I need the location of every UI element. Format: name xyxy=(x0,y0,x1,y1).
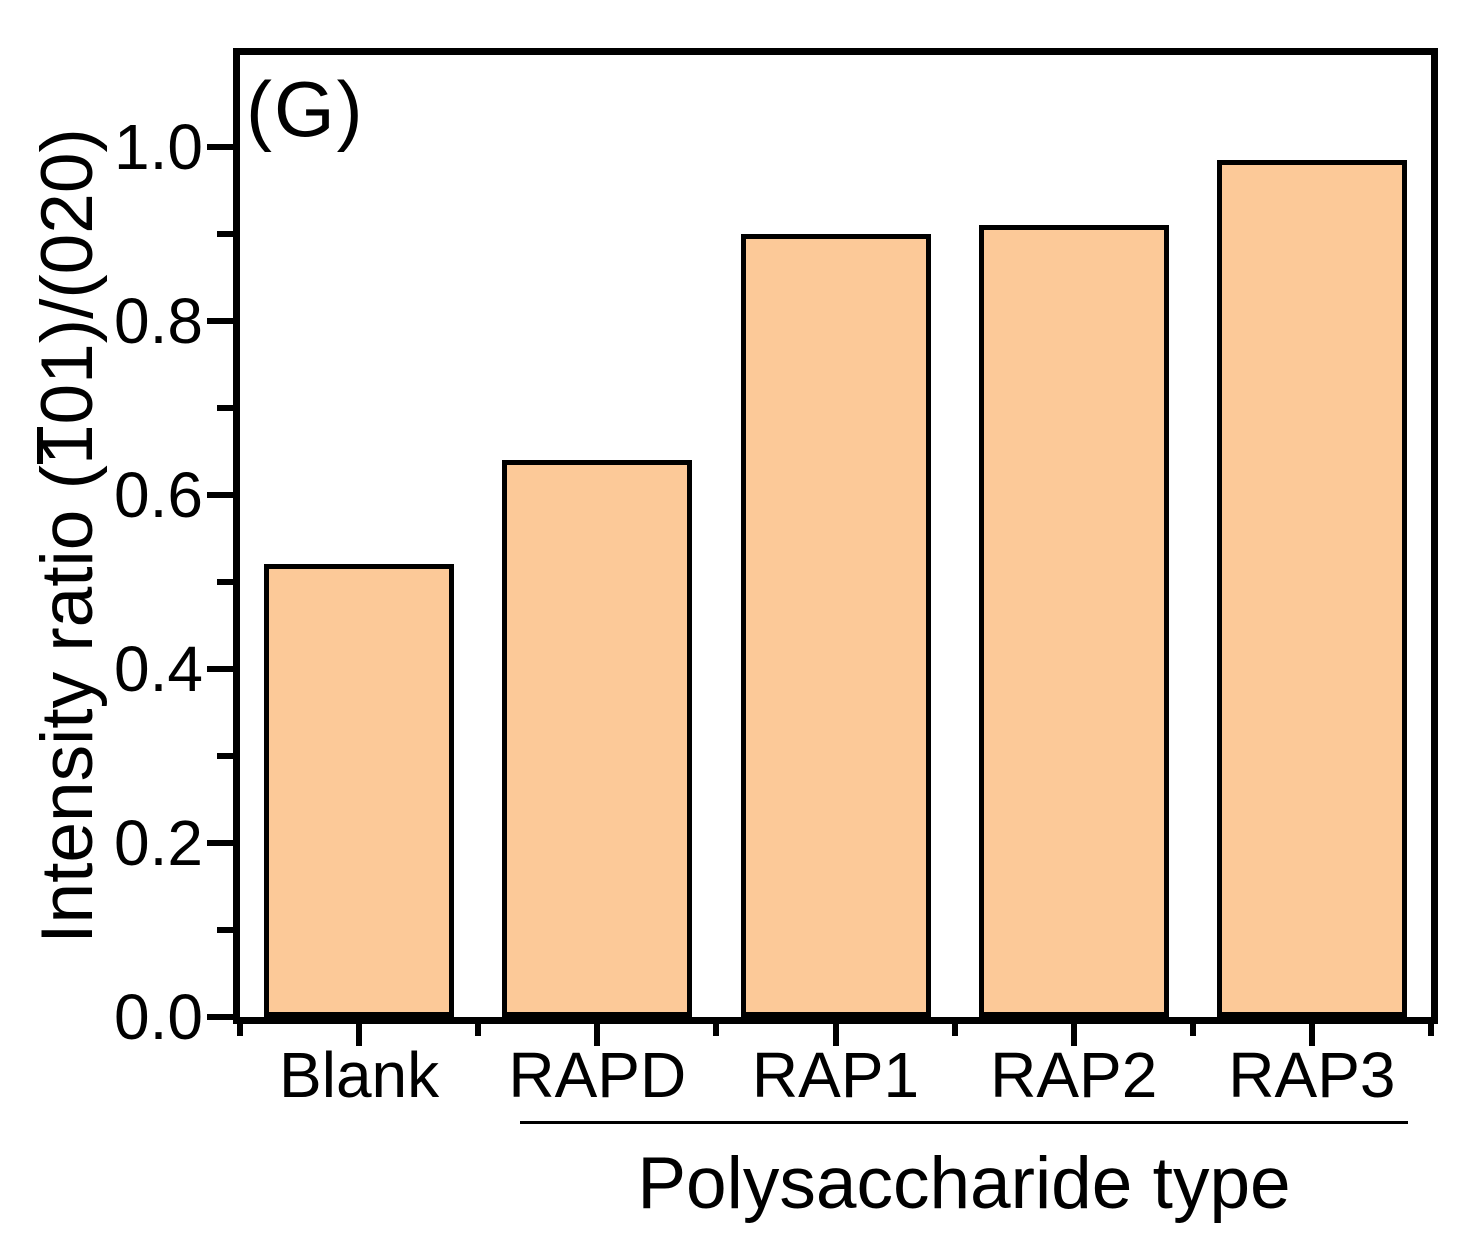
x-minor-tick xyxy=(1189,1021,1196,1036)
x-minor-tick xyxy=(237,1021,243,1036)
x-minor-tick xyxy=(475,1021,482,1036)
bar-rapd xyxy=(502,460,693,1017)
y-major-tick xyxy=(207,317,237,324)
y-tick-label: 0.8 xyxy=(114,284,203,357)
x-major-tick xyxy=(832,1021,839,1046)
x-tick-label-rapd: RAPD xyxy=(508,1039,687,1111)
plot-frame xyxy=(233,48,1438,1024)
y-minor-tick xyxy=(217,230,237,237)
x-major-tick xyxy=(1308,1021,1315,1046)
y-major-tick xyxy=(207,143,237,150)
y-tick-label: 0.6 xyxy=(114,458,203,531)
y-minor-tick xyxy=(217,578,237,585)
bar-rap3 xyxy=(1216,160,1407,1017)
x-tick-label-rap1: RAP1 xyxy=(751,1039,920,1111)
x-major-tick xyxy=(594,1021,601,1046)
bar-rap2 xyxy=(978,225,1169,1017)
x-major-tick xyxy=(356,1021,363,1046)
y-tick-label: 1.0 xyxy=(114,110,203,183)
y-axis-title-overbar-digit: 1 xyxy=(27,424,108,466)
y-major-tick xyxy=(207,1014,237,1020)
y-tick-label: 0.0 xyxy=(114,981,203,1053)
x-tick-label-blank: Blank xyxy=(279,1039,440,1111)
y-minor-tick xyxy=(217,404,237,411)
x-axis-title: Polysaccharide type xyxy=(637,1143,1291,1224)
x-tick-label-rap3: RAP3 xyxy=(1228,1039,1396,1111)
x-tick-label-rap2: RAP2 xyxy=(990,1039,1158,1111)
category-group-underline xyxy=(520,1121,1408,1124)
y-axis-title-prefix: Intensity ratio ( xyxy=(27,465,108,944)
bar-rap1 xyxy=(740,234,931,1017)
bar-blank xyxy=(264,564,455,1017)
y-tick-label: 0.2 xyxy=(114,806,203,879)
y-major-tick xyxy=(207,491,237,498)
y-major-tick xyxy=(207,839,237,846)
panel-label: (G) xyxy=(246,65,365,153)
y-axis-title-suffix: 01)/(020) xyxy=(27,128,108,425)
y-minor-tick xyxy=(217,926,237,933)
y-major-tick xyxy=(207,665,237,672)
y-minor-tick xyxy=(217,752,237,759)
x-minor-tick xyxy=(951,1021,958,1036)
x-major-tick xyxy=(1070,1021,1077,1046)
y-axis-title: Intensity ratio (101)/(020) xyxy=(27,0,108,1086)
y-tick-label: 0.4 xyxy=(114,632,203,705)
x-minor-tick xyxy=(713,1021,720,1036)
x-minor-tick xyxy=(1428,1021,1434,1036)
